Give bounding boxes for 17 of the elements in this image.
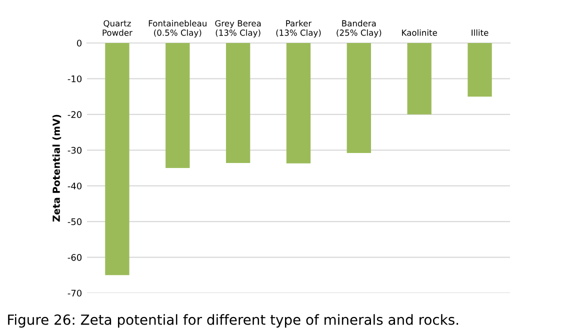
y-tick-label: -50 [68, 218, 82, 226]
x-tick-label: Parker (13% Clay) [276, 20, 321, 38]
y-tick-label: 0 [76, 40, 82, 47]
y-tick-label: -30 [68, 146, 82, 154]
y-tick-label: -40 [68, 182, 82, 190]
x-tick-label: Quartz Powder [102, 20, 132, 36]
y-tick-label: -10 [68, 75, 82, 82]
x-tick-label: Illite [472, 29, 488, 36]
y-axis-title: Zeta Potential (mV) [52, 114, 62, 222]
x-tick-label: Kaolinite [402, 29, 437, 36]
y-tick-label: -60 [68, 254, 82, 261]
x-tick-label: Fontainebleau (0.5% Clay) [148, 20, 206, 38]
x-tick-label: Grey Berea (13% Clay) [215, 20, 261, 38]
x-tick-label: Bandera (25% Clay) [336, 20, 382, 38]
y-tick-label: -70 [68, 290, 82, 297]
y-tick-label: -20 [68, 111, 82, 118]
caption: Figure 26: Zeta potential for different type of minerals and rocks. [8, 314, 458, 328]
